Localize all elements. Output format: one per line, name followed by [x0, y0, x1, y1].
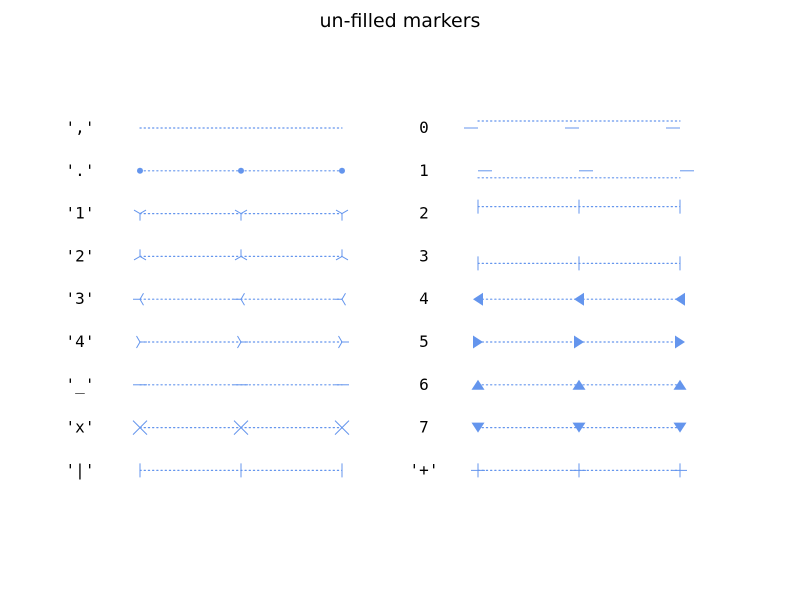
row-label: 7: [419, 418, 429, 437]
row-label: '+': [410, 460, 439, 479]
marker-row-hline: '_': [66, 375, 349, 394]
plot-area: ',' '.' '1' '2' '3' '4' '_' 'x' '|' 0 1 2 3 4 5 6 7 '+': [66, 118, 694, 479]
marker-point: [234, 209, 248, 221]
row-label: 3: [419, 246, 429, 265]
marker-point: [133, 249, 147, 261]
marker-point: [132, 420, 148, 435]
marker-point: [139, 127, 141, 129]
marker-point: [234, 249, 248, 261]
marker-row-x: 'x': [66, 418, 350, 437]
marker-point: [473, 335, 483, 349]
marker-row-pixel: ',': [66, 118, 343, 137]
marker-row-tri_down: '1': [66, 204, 349, 223]
marker-point: [238, 167, 244, 174]
marker-row-vline: '|': [66, 460, 343, 479]
row-label: 1: [419, 161, 429, 180]
marker-point: [334, 420, 350, 435]
marker-point: [675, 335, 685, 349]
marker-point: [335, 209, 349, 221]
marker-point: [673, 463, 687, 478]
marker-row-caretright: 5: [419, 332, 685, 351]
marker-point: [572, 379, 586, 390]
marker-point: [233, 420, 249, 435]
row-label: '1': [66, 204, 95, 223]
marker-point: [574, 292, 584, 306]
marker-point: [572, 422, 586, 433]
marker-point: [471, 379, 485, 390]
marker-row-tickup: 2: [419, 199, 681, 223]
marker-point: [673, 379, 687, 390]
row-label: '.': [66, 161, 95, 180]
marker-row-caretup: 6: [419, 375, 687, 394]
row-label: '_': [66, 375, 95, 394]
marker-point: [471, 463, 485, 478]
marker-point: [338, 335, 349, 349]
marker-point: [133, 292, 144, 306]
row-label: '|': [66, 460, 95, 479]
marker-point: [574, 335, 584, 349]
marker-point: [234, 292, 245, 306]
row-label: 'x': [66, 418, 95, 437]
row-label: ',': [66, 118, 95, 137]
marker-point: [471, 422, 485, 433]
row-label: '4': [66, 332, 95, 351]
row-label: 4: [419, 289, 429, 308]
marker-row-tri_up: '2': [66, 246, 349, 265]
marker-row-tickright: 1: [419, 161, 694, 180]
marker-row-tickleft: 0: [419, 118, 681, 137]
marker-point: [133, 209, 147, 221]
marker-point: [473, 292, 483, 306]
marker-row-caretdown: 7: [419, 418, 687, 437]
row-label: 0: [419, 118, 429, 137]
marker-point: [136, 335, 147, 349]
marker-point: [341, 127, 343, 129]
marker-row-point: '.': [66, 161, 345, 180]
marker-point: [673, 422, 687, 433]
marker-point: [675, 292, 685, 306]
marker-point: [335, 249, 349, 261]
marker-point: [137, 167, 143, 174]
marker-point: [240, 127, 242, 129]
row-label: 5: [419, 332, 429, 351]
chart-title: un-filled markers: [320, 10, 481, 32]
row-label: 2: [419, 204, 429, 223]
marker-row-plus: '+': [410, 460, 687, 479]
marker-row-tickdown: 3: [419, 246, 681, 271]
row-label: '3': [66, 289, 95, 308]
marker-row-caretleft: 4: [419, 289, 685, 308]
marker-row-tri_right: '4': [66, 332, 349, 351]
row-label: 6: [419, 375, 429, 394]
marker-point: [339, 167, 345, 174]
marker-point: [237, 335, 248, 349]
marker-row-tri_left: '3': [66, 289, 346, 308]
marker-point: [335, 292, 346, 306]
row-label: '2': [66, 246, 95, 265]
marker-point: [572, 463, 586, 478]
